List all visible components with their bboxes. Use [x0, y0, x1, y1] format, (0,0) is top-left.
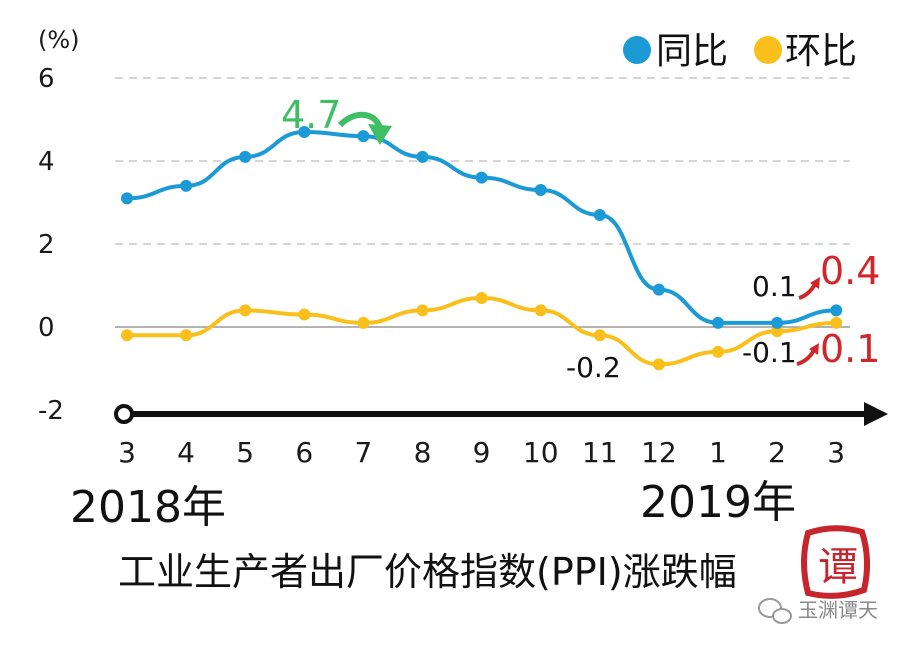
- peak-annotation-label: 4.7: [281, 93, 341, 137]
- year-label-2018: 2018年: [70, 482, 226, 533]
- data-point: [652, 358, 665, 371]
- legend-label-mom: 环比: [785, 31, 857, 72]
- data-point: [830, 316, 843, 329]
- data-point: [298, 125, 311, 138]
- account-name: 玉渊谭天: [798, 598, 878, 622]
- data-point: [239, 304, 252, 317]
- x-tick-label: 3: [118, 436, 136, 469]
- series-layer: [121, 125, 843, 371]
- x-tick-label: 4: [177, 436, 195, 469]
- time-axis-origin: [114, 404, 134, 424]
- wechat-icon: [758, 598, 792, 624]
- y-tick-label: 6: [38, 64, 55, 94]
- data-point: [475, 171, 488, 184]
- seal-stamp: 谭: [801, 525, 870, 599]
- yoy-red-arrowhead: [810, 277, 820, 289]
- data-point: [771, 316, 784, 329]
- data-point: [712, 316, 724, 329]
- data-point: [180, 329, 193, 342]
- x-tick-labels: 3 4 5 6 7 8 9 10 11 12 1 2 3: [118, 436, 845, 469]
- x-tick-label: 5: [236, 436, 254, 469]
- seal-stamp-text: 谭: [818, 544, 858, 590]
- y-tick-label: -2: [38, 396, 64, 426]
- x-tick-label: 12: [641, 436, 677, 469]
- data-point: [121, 192, 133, 205]
- time-axis-arrowhead: [864, 402, 888, 426]
- data-point: [357, 316, 370, 329]
- data-point: [652, 283, 665, 296]
- data-point: [534, 184, 547, 197]
- chart-title: 工业生产者出厂价格指数(PPI)涨跌幅: [118, 550, 737, 594]
- data-point: [771, 325, 784, 338]
- y-tick-label: 0: [38, 313, 55, 343]
- series-mom: [121, 291, 843, 371]
- gridlines: [115, 77, 850, 328]
- x-tick-label: 9: [473, 436, 491, 469]
- data-point: [357, 130, 370, 143]
- y-tick-labels: 6 4 2 0 -2: [38, 64, 64, 426]
- data-point: [593, 329, 606, 342]
- yoy-red-arrow: [798, 283, 817, 300]
- data-point: [712, 345, 724, 358]
- data-point: [416, 150, 429, 163]
- mom-last-label: 0.1: [820, 327, 880, 371]
- series-yoy: [121, 125, 843, 329]
- data-point: [534, 304, 547, 317]
- data-point: [593, 208, 606, 221]
- x-tick-label: 10: [523, 436, 559, 469]
- legend-swatch-yoy: [623, 36, 651, 64]
- peak-annotation-arrow: [337, 111, 383, 130]
- mom-prev-label: -0.1: [742, 336, 797, 369]
- x-tick-label: 1: [709, 436, 727, 469]
- data-point: [239, 150, 252, 163]
- mom-red-arrowhead: [809, 343, 819, 355]
- data-point: [830, 304, 843, 317]
- mom-red-arrow: [796, 349, 816, 366]
- account-watermark: 玉渊谭天: [758, 598, 878, 624]
- x-tick-label: 2: [768, 436, 786, 469]
- yoy-prev-label: 0.1: [752, 270, 797, 303]
- legend-swatch-mom: [754, 36, 782, 64]
- x-tick-label: 6: [295, 436, 313, 469]
- yoy-last-label: 0.4: [820, 249, 880, 293]
- legend: 同比 环比: [623, 31, 857, 72]
- x-tick-label: 8: [414, 436, 432, 469]
- seal-stamp-border: [801, 525, 870, 599]
- series-line: [127, 295, 837, 367]
- peak-annotation-arrowhead: [368, 124, 392, 145]
- x-tick-label: 3: [827, 436, 845, 469]
- data-point: [298, 308, 311, 321]
- data-point: [180, 179, 193, 192]
- data-point: [475, 291, 488, 304]
- x-tick-label: 7: [354, 436, 372, 469]
- data-point: [416, 304, 429, 317]
- legend-label-yoy: 同比: [656, 31, 728, 72]
- annotations: 4.7 0.1 0.4 -0.2 -0.1 0.1: [281, 93, 880, 384]
- x-tick-label: 11: [582, 436, 618, 469]
- time-axis: [114, 402, 888, 426]
- y-tick-label: 4: [38, 147, 55, 177]
- year-label-2019: 2019年: [640, 477, 796, 528]
- mom-low-label: -0.2: [566, 351, 621, 384]
- y-tick-label: 2: [38, 230, 55, 260]
- data-point: [121, 329, 133, 342]
- y-axis-title: (%): [38, 26, 80, 54]
